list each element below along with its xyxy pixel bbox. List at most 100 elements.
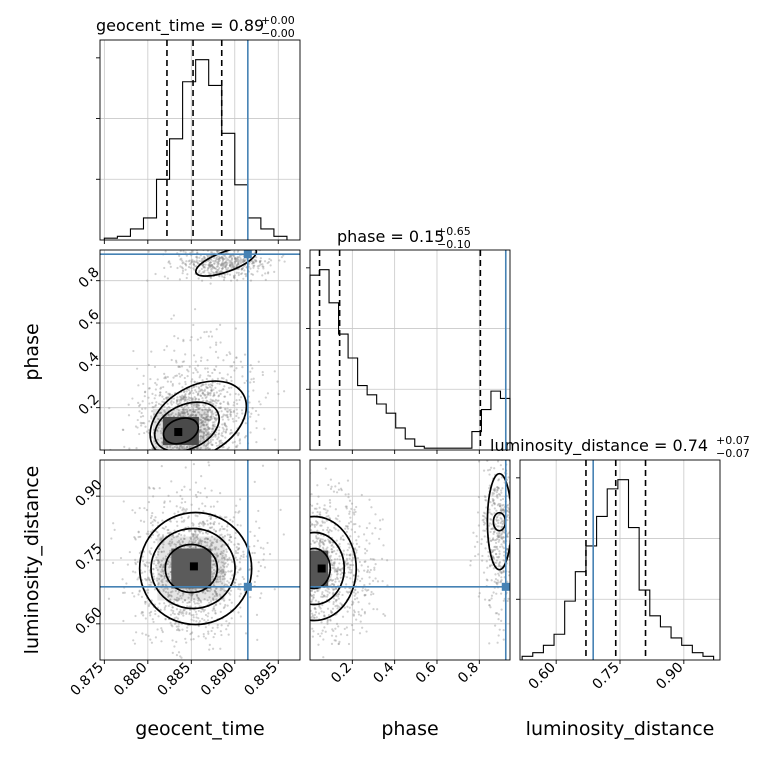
scatter-point <box>337 625 339 627</box>
scatter-point <box>221 432 223 434</box>
scatter-point <box>195 469 197 471</box>
scatter-point <box>211 430 213 432</box>
scatter-point <box>321 591 323 593</box>
scatter-point <box>200 457 202 459</box>
scatter-point <box>296 506 298 508</box>
scatter-point <box>207 374 209 376</box>
scatter-point <box>190 336 192 338</box>
scatter-point <box>173 335 175 337</box>
scatter-point <box>198 245 200 247</box>
scatter-point <box>351 624 353 626</box>
scatter-point <box>522 496 524 498</box>
scatter-point <box>177 470 179 472</box>
scatter-point <box>259 539 261 541</box>
scatter-point <box>352 557 354 559</box>
scatter-point <box>137 419 139 421</box>
scatter-point <box>291 511 293 513</box>
scatter-point <box>291 613 293 615</box>
scatter-point <box>204 367 206 369</box>
scatter-point <box>254 535 256 537</box>
scatter-point <box>491 417 493 419</box>
scatter-point <box>218 456 220 458</box>
scatter-point <box>144 426 146 428</box>
scatter-point <box>366 550 368 552</box>
scatter-point <box>176 525 178 527</box>
scatter-point <box>354 595 356 597</box>
scatter-point <box>284 549 286 551</box>
scatter-point <box>214 369 216 371</box>
scatter-point <box>272 565 274 567</box>
scatter-point <box>516 485 518 487</box>
scatter-point <box>183 360 185 362</box>
scatter-point <box>235 556 237 558</box>
scatter-point <box>177 456 179 458</box>
scatter-point <box>250 378 252 380</box>
scatter-point <box>200 356 202 358</box>
scatter-point <box>198 610 200 612</box>
scatter-point <box>503 540 505 542</box>
scatter-point <box>493 591 495 593</box>
scatter-point <box>212 428 214 430</box>
scatter-point <box>241 412 243 414</box>
scatter-point <box>307 596 309 598</box>
scatter-point <box>272 593 274 595</box>
scatter-point <box>195 391 197 393</box>
scatter-point <box>273 613 275 615</box>
scatter-point <box>302 538 304 540</box>
scatter-point <box>216 417 218 419</box>
scatter-point <box>255 256 257 258</box>
scatter-point <box>327 608 329 610</box>
scatter-point <box>375 563 377 565</box>
scatter-point <box>229 256 231 258</box>
scatter-point <box>358 613 360 615</box>
scatter-point <box>336 491 338 493</box>
scatter-point <box>269 553 271 555</box>
scatter-point <box>185 454 187 456</box>
scatter-point <box>338 643 340 645</box>
scatter-point <box>484 496 486 498</box>
scatter-point <box>334 571 336 573</box>
scatter-point <box>265 396 267 398</box>
scatter-point <box>242 576 244 578</box>
scatter-point <box>186 369 188 371</box>
scatter-point <box>198 260 200 262</box>
scatter-point <box>223 396 225 398</box>
scatter-point <box>221 525 223 527</box>
scatter-point <box>212 450 214 452</box>
scatter-point <box>182 601 184 603</box>
scatter-point <box>297 567 299 569</box>
scatter-point <box>202 264 204 266</box>
scatter-point <box>280 517 282 519</box>
scatter-point <box>217 626 219 628</box>
scatter-point <box>208 464 210 466</box>
scatter-point <box>333 567 335 569</box>
scatter-point <box>364 552 366 554</box>
scatter-point <box>203 523 205 525</box>
scatter-point <box>260 592 262 594</box>
scatter-point <box>308 507 310 509</box>
scatter-point <box>184 460 186 462</box>
scatter-point <box>304 594 306 596</box>
scatter-point <box>159 391 161 393</box>
scatter-point <box>279 530 281 532</box>
scatter-point <box>483 512 485 514</box>
title-geocent-time: geocent_time = 0.89 +0.00 −0.00 <box>96 14 295 40</box>
scatter-point <box>305 662 307 664</box>
scatter-point <box>203 406 205 408</box>
scatter-point <box>291 560 293 562</box>
scatter-point <box>203 610 205 612</box>
scatter-point <box>333 588 335 590</box>
scatter-point <box>286 561 288 563</box>
scatter-point <box>142 611 144 613</box>
scatter-point <box>231 257 233 259</box>
scatter-point <box>261 476 263 478</box>
title-lum-sup: +0.07 <box>716 434 750 447</box>
scatter-point <box>206 331 208 333</box>
scatter-point <box>204 388 206 390</box>
scatter-point <box>207 461 209 463</box>
scatter-point <box>227 570 229 572</box>
scatter-point <box>201 379 203 381</box>
scatter-point <box>315 611 317 613</box>
scatter-point <box>131 592 133 594</box>
scatter-point <box>215 419 217 421</box>
